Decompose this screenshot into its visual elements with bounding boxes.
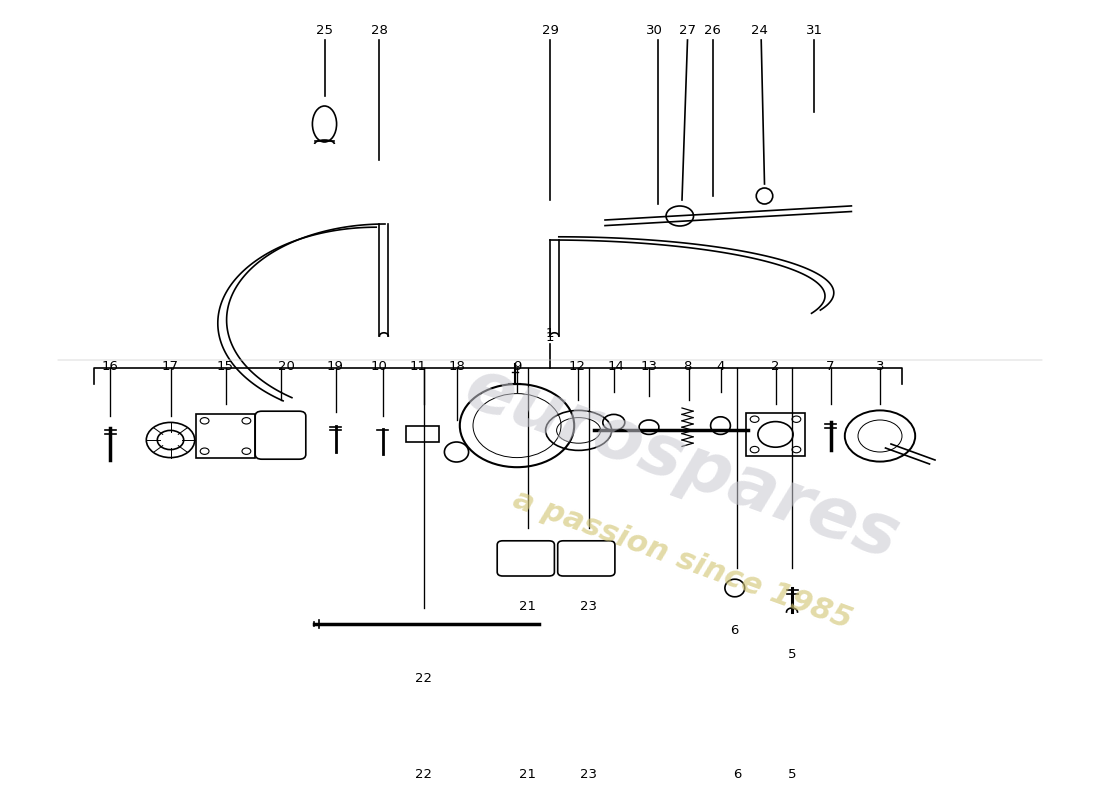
Text: 14: 14	[607, 360, 625, 373]
Text: 31: 31	[805, 24, 823, 37]
Text: 13: 13	[640, 360, 658, 373]
Text: 5: 5	[788, 768, 796, 781]
Text: 28: 28	[371, 24, 388, 37]
Text: 15: 15	[217, 360, 234, 373]
Text: 26: 26	[704, 24, 722, 37]
Text: 22: 22	[415, 768, 432, 781]
Text: 9: 9	[513, 360, 521, 373]
Text: 23: 23	[580, 768, 597, 781]
Text: 12: 12	[569, 360, 586, 373]
Text: 1: 1	[546, 331, 554, 344]
Text: 3: 3	[876, 360, 884, 373]
Text: a passion since 1985: a passion since 1985	[508, 485, 856, 635]
Text: 27: 27	[679, 24, 696, 37]
Text: 20: 20	[277, 360, 295, 373]
Text: 21: 21	[519, 768, 537, 781]
Text: 2: 2	[771, 360, 780, 373]
Text: 24: 24	[750, 24, 768, 37]
Text: 23: 23	[580, 600, 597, 613]
Text: 22: 22	[415, 672, 432, 685]
Text: 18: 18	[448, 360, 465, 373]
Text: 11: 11	[409, 360, 427, 373]
Text: 6: 6	[730, 624, 739, 637]
Text: 7: 7	[826, 360, 835, 373]
Text: 25: 25	[316, 24, 333, 37]
Text: 17: 17	[162, 360, 179, 373]
Text: 30: 30	[646, 24, 663, 37]
Text: 19: 19	[327, 360, 344, 373]
Text: 5: 5	[788, 648, 796, 661]
Text: 1: 1	[546, 327, 554, 340]
Text: 6: 6	[733, 768, 741, 781]
Text: eurospares: eurospares	[455, 354, 909, 574]
Text: 10: 10	[371, 360, 388, 373]
Text: 21: 21	[519, 600, 537, 613]
Text: 29: 29	[541, 24, 559, 37]
Text: 8: 8	[683, 360, 692, 373]
Text: 4: 4	[716, 360, 725, 373]
Text: 16: 16	[101, 360, 119, 373]
